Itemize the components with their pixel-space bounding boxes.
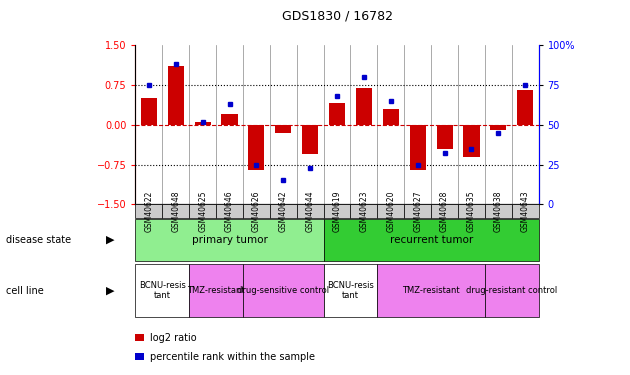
Bar — [195, 122, 210, 125]
Text: BCNU-resis
tant: BCNU-resis tant — [327, 281, 374, 300]
Text: GSM40620: GSM40620 — [386, 190, 395, 232]
Text: GSM40619: GSM40619 — [333, 190, 341, 232]
Bar — [437, 125, 452, 148]
Text: drug-resistant control: drug-resistant control — [466, 286, 558, 295]
Bar — [410, 125, 426, 170]
Text: GSM40646: GSM40646 — [225, 190, 234, 232]
Text: GSM40623: GSM40623 — [360, 190, 369, 232]
Text: GSM40643: GSM40643 — [521, 190, 530, 232]
Bar — [329, 104, 345, 125]
Text: disease state: disease state — [6, 235, 71, 245]
Text: GSM40628: GSM40628 — [440, 190, 449, 232]
Text: BCNU-resis
tant: BCNU-resis tant — [139, 281, 186, 300]
Bar — [302, 125, 318, 154]
Text: GSM40635: GSM40635 — [467, 190, 476, 232]
Text: percentile rank within the sample: percentile rank within the sample — [150, 352, 315, 362]
Text: cell line: cell line — [6, 286, 44, 296]
Text: GSM40625: GSM40625 — [198, 190, 207, 232]
Text: GSM40648: GSM40648 — [171, 190, 180, 232]
Bar — [517, 90, 533, 125]
Bar — [383, 109, 399, 125]
Text: GSM40626: GSM40626 — [252, 190, 261, 232]
Bar — [356, 87, 372, 125]
Text: GSM40638: GSM40638 — [494, 190, 503, 232]
Bar — [490, 125, 507, 130]
Bar — [248, 125, 265, 170]
Text: GDS1830 / 16782: GDS1830 / 16782 — [282, 9, 392, 22]
Text: ▶: ▶ — [106, 235, 115, 245]
Text: log2 ratio: log2 ratio — [150, 333, 197, 343]
Text: ▶: ▶ — [106, 286, 115, 296]
Bar — [168, 66, 184, 125]
Bar — [464, 125, 479, 157]
Text: recurrent tumor: recurrent tumor — [389, 235, 472, 245]
Text: GSM40627: GSM40627 — [413, 190, 422, 232]
Text: drug-sensitive control: drug-sensitive control — [238, 286, 329, 295]
Text: GSM40622: GSM40622 — [144, 190, 153, 232]
Bar — [222, 114, 238, 125]
Text: TMZ-resistant: TMZ-resistant — [187, 286, 245, 295]
Text: GSM40644: GSM40644 — [306, 190, 314, 232]
Text: primary tumor: primary tumor — [192, 235, 268, 245]
Text: TMZ-resistant: TMZ-resistant — [403, 286, 460, 295]
Bar — [275, 125, 291, 133]
Text: GSM40642: GSM40642 — [279, 190, 288, 232]
Bar — [141, 98, 157, 125]
